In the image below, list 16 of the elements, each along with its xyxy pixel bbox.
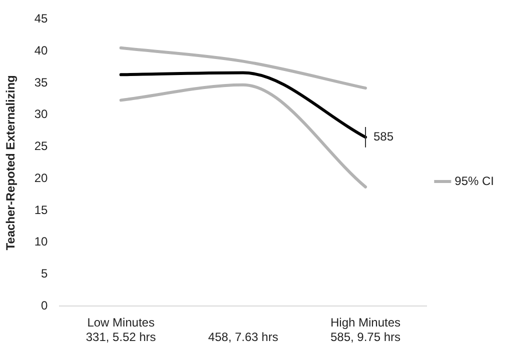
y-axis-title: Teacher-Repoted Externalizing [4,75,18,250]
y-tick-label: 5 [41,266,48,281]
y-tick-label: 25 [34,139,48,154]
x-tick-label: 458, 7.63 hrs [208,330,278,344]
legend-label: 95% CI [454,174,494,188]
y-tick-label: 15 [34,202,48,217]
x-tick-label: High Minutes 585, 9.75 hrs [330,316,401,344]
y-tick-label: 20 [34,170,48,185]
y-tick-label: 0 [41,298,48,313]
y-tick-label: 45 [34,12,48,26]
y-tick-label: 35 [34,75,48,90]
annotation: 585 [374,130,394,144]
y-tick-label: 10 [34,234,48,249]
y-tick-label: 40 [34,43,48,58]
y-tick-label: 30 [34,107,48,122]
x-tick-label: Low Minutes 331, 5.52 hrs [86,316,156,344]
